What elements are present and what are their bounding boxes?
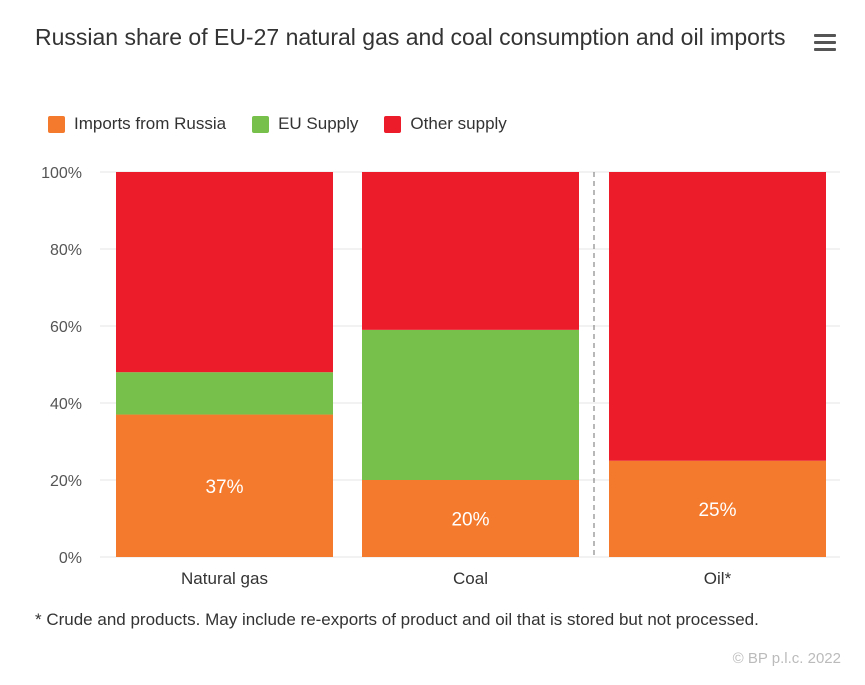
data-label: 37% [205, 477, 243, 498]
y-tick-label: 20% [50, 473, 82, 490]
y-tick-label: 40% [50, 396, 82, 413]
footnote: * Crude and products. May include re-exp… [35, 610, 759, 629]
legend-swatch [252, 115, 270, 133]
y-tick-label: 100% [41, 165, 82, 182]
hamburger-menu-icon[interactable] [814, 34, 836, 52]
y-tick-label: 60% [50, 319, 82, 336]
y-tick-label: 0% [59, 550, 82, 567]
legend-item-eu-supply[interactable]: EU Supply [252, 114, 358, 134]
legend-item-other-supply[interactable]: Other supply [384, 114, 507, 134]
legend: Imports from Russia EU Supply Other supp… [48, 114, 507, 134]
legend-swatch [48, 115, 65, 133]
x-tick-label: Oil* [704, 569, 732, 588]
legend-label: Imports from Russia [74, 114, 227, 133]
bar-segment [362, 480, 579, 557]
chart-title: Russian share of EU-27 natural gas and c… [35, 24, 786, 50]
bar-segment [116, 372, 333, 415]
legend-label: EU Supply [278, 114, 359, 133]
credit[interactable]: © BP p.l.c. 2022 [732, 650, 841, 667]
bar-segment [116, 414, 333, 557]
legend-label: Other supply [410, 114, 507, 133]
legend-swatch [384, 115, 402, 133]
legend-item-russia[interactable]: Imports from Russia [48, 114, 226, 134]
bar-segment [362, 172, 579, 330]
bar-segment [116, 172, 333, 373]
data-label: 20% [451, 510, 489, 531]
bar-segment [609, 460, 826, 557]
x-tick-label: Natural gas [181, 569, 268, 588]
bar-segment [362, 329, 579, 480]
bar-segment [609, 172, 826, 461]
data-label: 25% [698, 500, 736, 521]
x-tick-label: Coal [453, 569, 488, 588]
y-tick-label: 80% [50, 242, 82, 259]
